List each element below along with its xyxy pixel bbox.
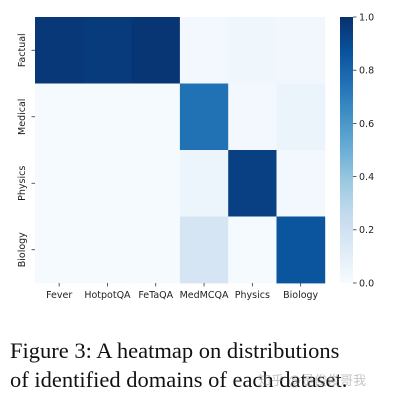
colorbar-tick-label-3: 0.6 (359, 119, 374, 130)
heatmap-cell-0-2 (131, 17, 181, 84)
y-tick-labels: Factual Medical Physics Biology (17, 33, 35, 267)
x-tick-label-5: Biology (283, 290, 318, 301)
heatmap-cell-2-3 (179, 150, 229, 217)
x-tick-label-0: Fever (46, 290, 72, 301)
heatmap-cell-1-3 (179, 83, 229, 151)
heatmap-cell-3-0 (35, 216, 84, 284)
heatmap-cell-2-4 (228, 150, 277, 217)
y-tick-label-1: Medical (17, 99, 28, 135)
colorbar-tick-label-1: 0.2 (359, 225, 374, 236)
x-tick-label-2: FeTaQA (138, 290, 173, 301)
colorbar-gradient (340, 17, 353, 283)
heatmap-figure: Fever HotpotQA FeTaQA MedMCQA Physics Biology… (17, 12, 374, 301)
x-tick-label-1: HotpotQA (84, 290, 131, 301)
heatmap-cell-1-0 (35, 83, 84, 151)
caption-line-2: of identified domains of each dataset. (10, 367, 348, 392)
heatmap-cell-0-3 (179, 17, 229, 84)
colorbar-tick-label-0: 0.0 (359, 278, 374, 289)
heatmap-cell-2-1 (83, 150, 132, 217)
heatmap-cell-0-4 (228, 17, 277, 84)
heatmap-cell-3-4 (228, 216, 277, 284)
heatmap-cell-0-0 (35, 17, 84, 84)
caption-line-1: Figure 3: A heatmap on distributions (10, 338, 340, 363)
x-tick-label-3: MedMCQA (180, 290, 229, 301)
heatmap-cell-2-5 (276, 150, 326, 217)
x-tick-label-4: Physics (235, 290, 270, 301)
heatmap-cell-2-0 (35, 150, 84, 217)
heatmap-cell-3-2 (131, 216, 181, 284)
heatmap-cell-3-3 (179, 216, 229, 284)
heatmap-cell-0-1 (83, 17, 132, 84)
y-tick-label-3: Biology (17, 232, 28, 267)
watermark: 知乎 @是俊俊哥我 (258, 374, 367, 389)
heatmap-cell-0-5 (276, 17, 326, 84)
y-tick-label-2: Physics (17, 166, 28, 201)
heatmap-cell-1-2 (131, 83, 181, 151)
y-tick-label-0: Factual (17, 33, 28, 67)
heatmap-cell-3-5 (276, 216, 326, 284)
x-tick-labels: Fever HotpotQA FeTaQA MedMCQA Physics Biology (46, 283, 319, 301)
colorbar-tick-label-4: 0.8 (359, 66, 374, 77)
heatmap-cell-1-1 (83, 83, 132, 151)
figure-caption: Figure 3: A heatmap on distributions of … (10, 336, 398, 394)
heatmap-cell-2-2 (131, 150, 181, 217)
heatmap-cell-1-5 (276, 83, 326, 151)
heatmap-cell-1-4 (228, 83, 277, 151)
colorbar-tick-label-5: 1.0 (359, 12, 374, 23)
heatmap-cells (35, 17, 326, 284)
colorbar: 0.0 0.2 0.4 0.6 0.8 1.0 (340, 12, 374, 289)
heatmap-cell-3-1 (83, 216, 132, 284)
colorbar-tick-label-2: 0.4 (359, 172, 374, 183)
